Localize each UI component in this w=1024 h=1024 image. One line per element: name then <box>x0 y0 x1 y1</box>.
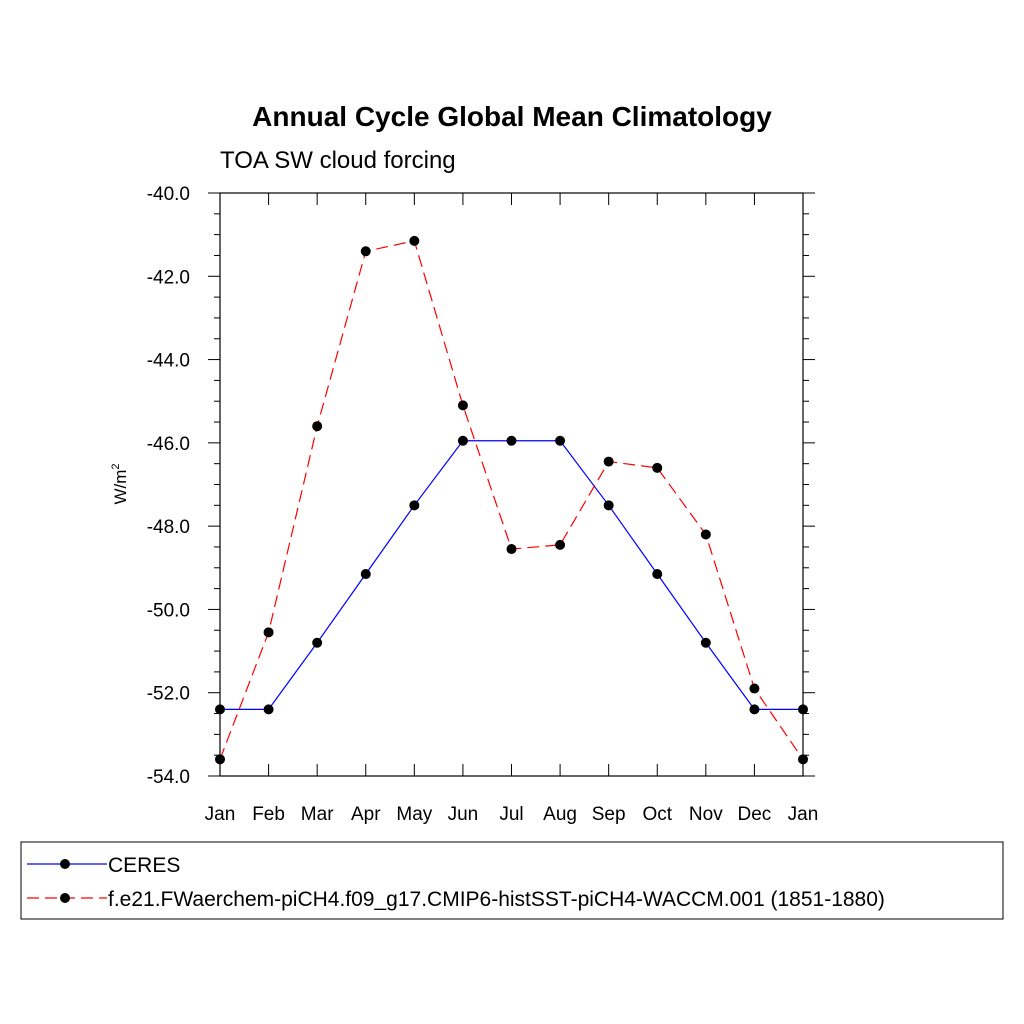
data-point-series-0 <box>312 637 323 648</box>
data-point-series-0 <box>263 704 274 715</box>
y-tick-label: -48.0 <box>147 517 190 538</box>
data-point-series-0 <box>506 435 517 446</box>
x-tick-label: Aug <box>543 804 577 825</box>
data-point-series-1 <box>263 627 274 638</box>
legend-marker-1 <box>60 893 70 903</box>
axis-ticks <box>208 192 815 777</box>
series-line-1 <box>219 240 804 760</box>
y-tick-label: -46.0 <box>147 434 190 455</box>
data-point-series-1 <box>215 754 225 765</box>
data-point-series-0 <box>215 704 225 715</box>
y-axis-label-base: W/m <box>111 470 130 505</box>
legend: CERES f.e21.FWaerchem-piCH4.f09_g17.CMIP6… <box>27 854 885 911</box>
legend-label-0: CERES <box>108 854 180 877</box>
data-point-series-0 <box>603 500 614 511</box>
x-tick-label: Sep <box>592 804 626 825</box>
y-tick-label: -52.0 <box>147 684 190 705</box>
data-point-series-1 <box>457 400 468 411</box>
x-tick-label: Nov <box>689 804 723 825</box>
data-point-series-1 <box>700 529 711 540</box>
legend-label-1: f.e21.FWaerchem-piCH4.f09_g17.CMIP6-hist… <box>108 888 885 911</box>
x-tick-label: Feb <box>252 804 285 825</box>
data-point-series-1 <box>798 754 808 765</box>
data-point-series-0 <box>360 569 371 580</box>
y-tick-label: -50.0 <box>147 600 190 621</box>
x-tick-labels: Jan Feb Mar Apr May Jun Jul Aug Sep Oct Nov Dec Jan <box>205 804 819 825</box>
legend-box <box>20 841 1004 920</box>
x-tick-label: Jul <box>499 804 523 825</box>
x-tick-label: Mar <box>301 804 334 825</box>
x-tick-label: Jan <box>788 804 819 825</box>
data-point-series-0 <box>652 569 663 580</box>
data-point-series-0 <box>409 500 420 511</box>
data-point-series-0 <box>555 435 566 446</box>
x-tick-label: Jun <box>448 804 479 825</box>
x-tick-label: Oct <box>642 804 672 825</box>
y-axis-label-superscript: 2 <box>110 463 122 469</box>
data-point-series-1 <box>555 539 566 550</box>
series-layer <box>215 235 808 765</box>
data-point-series-1 <box>409 235 420 246</box>
x-tick-label: May <box>396 804 432 825</box>
legend-marker-0 <box>60 859 70 869</box>
plot-frame <box>219 192 804 777</box>
data-point-series-1 <box>360 246 371 257</box>
x-tick-label: Dec <box>738 804 772 825</box>
data-point-series-1 <box>603 456 614 467</box>
data-point-series-1 <box>506 544 517 555</box>
y-tick-label: -40.0 <box>147 184 190 205</box>
data-point-series-0 <box>749 704 760 715</box>
data-point-series-1 <box>749 683 760 694</box>
y-tick-label: -42.0 <box>147 267 190 288</box>
y-tick-label: -44.0 <box>147 351 190 372</box>
x-tick-label: Apr <box>351 804 381 825</box>
x-tick-label: Jan <box>205 804 236 825</box>
data-point-series-0 <box>700 637 711 648</box>
y-axis-label: W/m2 <box>110 463 130 504</box>
y-tick-label: -54.0 <box>147 767 190 788</box>
data-point-series-0 <box>457 435 468 446</box>
svg-text:W/m2: W/m2 <box>110 463 130 504</box>
series-line-0 <box>220 440 803 710</box>
chart-title: Annual Cycle Global Mean Climatology <box>252 101 772 132</box>
data-point-series-1 <box>312 421 323 432</box>
y-tick-labels: -40.0 -42.0 -44.0 -46.0 -48.0 -50.0 -52.0 -54.0 <box>147 184 190 788</box>
data-point-series-0 <box>798 704 808 715</box>
data-point-series-1 <box>652 462 663 473</box>
chart-subtitle: TOA SW cloud forcing <box>220 147 456 174</box>
